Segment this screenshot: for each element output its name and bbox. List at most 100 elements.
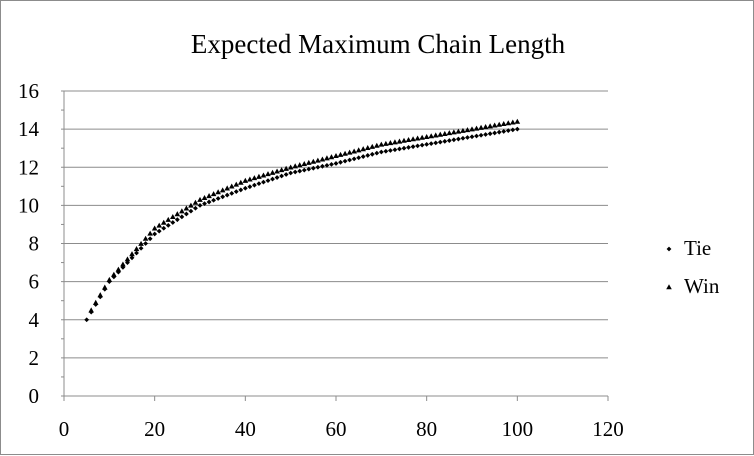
data-point-win — [337, 151, 344, 157]
data-point-win — [442, 130, 448, 136]
data-point-win — [238, 179, 244, 185]
data-point-win — [215, 189, 221, 195]
data-point-tie — [415, 143, 420, 149]
y-tick-label: 16 — [18, 79, 39, 103]
axes — [61, 90, 609, 401]
data-point-win — [505, 120, 512, 126]
data-point-tie — [310, 165, 316, 171]
x-tick-label: 40 — [235, 417, 256, 441]
y-tick-label: 4 — [29, 308, 40, 332]
legend-marker-tie — [666, 246, 672, 252]
data-point-tie — [406, 145, 411, 150]
data-point-tie — [134, 250, 139, 256]
data-point-win — [156, 222, 162, 228]
data-point-tie — [419, 142, 425, 148]
x-tick-label: 100 — [502, 417, 534, 441]
data-point-win — [455, 128, 462, 134]
data-point-win — [306, 159, 312, 165]
data-point-win — [138, 240, 144, 246]
data-point-win — [174, 211, 181, 217]
data-point-tie — [279, 173, 284, 179]
data-point-win — [210, 191, 217, 197]
data-point-win — [319, 156, 326, 162]
data-point-tie — [333, 161, 339, 166]
data-point-win — [460, 127, 466, 133]
data-point-tie — [174, 217, 180, 223]
data-point-tie — [501, 129, 507, 134]
data-point-win — [115, 266, 122, 272]
data-point-win — [265, 171, 271, 177]
data-point-tie — [288, 170, 294, 176]
data-point-tie — [138, 245, 144, 251]
data-point-win — [469, 126, 475, 132]
x-tick-label: 20 — [144, 417, 165, 441]
data-point-win — [396, 138, 403, 144]
data-point-win — [419, 134, 425, 140]
data-point-win — [446, 130, 453, 136]
data-point-tie — [111, 274, 117, 280]
y-tick-label: 10 — [18, 193, 39, 217]
grid-lines — [64, 90, 608, 359]
data-point-win — [514, 118, 521, 124]
y-tick-label: 14 — [18, 117, 40, 141]
series-tie — [84, 126, 520, 323]
data-point-tie — [233, 189, 239, 195]
data-point-tie — [465, 135, 470, 140]
data-point-tie — [397, 146, 402, 152]
data-point-tie — [342, 158, 348, 164]
data-point-tie — [374, 150, 380, 156]
data-point-tie — [392, 147, 398, 153]
data-point-tie — [369, 151, 375, 157]
data-point-win — [106, 276, 113, 282]
data-point-win — [423, 133, 430, 139]
data-point-tie — [410, 144, 416, 150]
data-point-tie — [492, 130, 498, 136]
data-point-win — [296, 162, 303, 168]
data-point-win — [383, 140, 389, 146]
data-point-tie — [301, 167, 307, 173]
data-point-tie — [261, 179, 266, 185]
data-point-win — [287, 164, 294, 170]
data-point-tie — [456, 136, 461, 142]
x-tick-labels: 0 20 40 60 80 100 120 — [59, 417, 624, 441]
chart-title: Expected Maximum Chain Length — [191, 29, 566, 59]
y-tick-label: 0 — [29, 384, 40, 408]
data-point-win — [360, 146, 366, 152]
data-point-win — [247, 176, 253, 182]
data-point-tie — [324, 162, 330, 168]
data-point-tie — [197, 202, 203, 208]
data-point-tie — [170, 220, 176, 225]
data-point-tie — [388, 148, 393, 153]
data-point-win — [464, 127, 471, 133]
data-point-win — [97, 292, 104, 298]
data-point-win — [491, 122, 498, 128]
data-point-tie — [147, 236, 153, 242]
data-point-win — [251, 175, 258, 181]
data-point-win — [387, 140, 394, 146]
data-point-win — [328, 154, 335, 160]
data-point-win — [102, 284, 108, 290]
data-point-tie — [242, 185, 248, 191]
x-tick-label: 0 — [59, 417, 70, 441]
data-point-win — [378, 141, 385, 147]
data-point-win — [401, 137, 407, 143]
data-point-tie — [283, 172, 289, 177]
data-point-tie — [433, 140, 439, 146]
data-point-win — [88, 307, 94, 313]
data-point-win — [274, 168, 280, 174]
data-point-tie — [487, 131, 493, 137]
data-point-win — [482, 124, 489, 130]
data-point-win — [124, 256, 131, 262]
legend-item-win: Win — [666, 274, 720, 298]
data-point-tie — [125, 260, 130, 265]
data-point-tie — [306, 166, 312, 172]
data-point-win — [315, 157, 321, 163]
data-point-win — [242, 177, 249, 183]
data-point-tie — [179, 214, 185, 220]
data-point-tie — [215, 196, 221, 201]
data-point-tie — [156, 228, 162, 234]
data-point-win — [346, 149, 353, 155]
x-tick-label: 120 — [592, 417, 624, 441]
